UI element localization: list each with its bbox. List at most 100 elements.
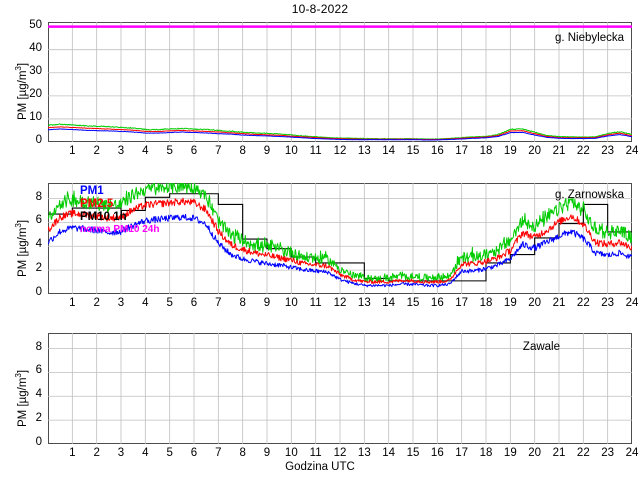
x-tick-label: 6: [190, 447, 198, 459]
x-tick-label: 18: [479, 447, 493, 459]
y-axis-label: PM [µg/m3]: [14, 219, 29, 277]
y-tick-label: 4: [35, 238, 42, 251]
x-tick-label: 17: [455, 297, 469, 309]
station-label-3: Zawale: [522, 341, 560, 353]
x-tick-label: 22: [576, 297, 590, 309]
panel-zawale: Zawale: [48, 333, 632, 444]
x-tick-label: 9: [263, 297, 271, 309]
panel-1-plot: [48, 22, 632, 142]
x-tick-label: 14: [382, 297, 396, 309]
x-tick-label: 4: [142, 145, 149, 157]
y-tick-label: 20: [29, 87, 42, 100]
x-tick-label: 17: [455, 447, 469, 459]
y-tick-label: 6: [35, 364, 42, 377]
x-tick-label: 21: [552, 447, 566, 459]
y-tick-label: 2: [35, 262, 42, 275]
x-tick-label: 24: [625, 145, 639, 157]
x-tick-label: 13: [357, 145, 371, 157]
x-tick-label: 4: [142, 297, 149, 309]
x-tick-label: 22: [576, 145, 590, 157]
y-tick-label: 50: [29, 18, 42, 31]
y-tick-label: 2: [35, 412, 42, 425]
x-tick-label: 23: [601, 297, 615, 309]
x-tick-label: 10: [284, 447, 298, 459]
x-tick-label: 3: [117, 297, 125, 309]
x-tick-label: 10: [284, 145, 298, 157]
x-tick-label: 1: [69, 297, 76, 309]
x-tick-label: 10: [284, 297, 298, 309]
x-tick-label: 22: [576, 447, 590, 459]
y-axis-label: PM [µg/m3]: [14, 62, 29, 120]
x-tick-label: 18: [479, 297, 493, 309]
x-tick-label: 7: [215, 145, 222, 157]
x-tick-label: 9: [263, 447, 271, 459]
x-tick-label: 1: [69, 447, 76, 459]
x-tick-label: 19: [503, 297, 517, 309]
x-tick-label: 13: [357, 297, 371, 309]
x-tick-label: 14: [382, 447, 396, 459]
x-tick-label: 2: [93, 447, 100, 459]
x-tick-label: 20: [528, 145, 542, 157]
y-tick-label: 0: [35, 286, 42, 298]
legend-pm25: PM2.5: [80, 198, 114, 210]
x-tick-label: 3: [117, 447, 125, 459]
x-tick-label: 12: [333, 297, 347, 309]
x-tick-label: 13: [357, 447, 371, 459]
x-tick-label: 3: [117, 145, 125, 157]
panel-2-plot: [48, 183, 632, 294]
x-tick-label: 14: [382, 145, 396, 157]
x-tick-label: 8: [239, 297, 246, 309]
legend-pm1: PM1: [80, 185, 104, 197]
y-tick-label: 0: [35, 134, 42, 146]
x-tick-label: 16: [430, 145, 444, 157]
station-label-2: g. Zarnowska: [554, 189, 624, 201]
panel-3-plot: [48, 333, 632, 444]
x-tick-label: 20: [528, 297, 542, 309]
x-tick-label: 16: [430, 447, 444, 459]
station-label-1: g. Niebylecka: [554, 32, 624, 44]
x-tick-label: 8: [239, 447, 246, 459]
x-tick-label: 20: [528, 447, 542, 459]
x-axis-label: Godzina UTC: [285, 461, 355, 473]
x-tick-label: 18: [479, 145, 493, 157]
x-tick-label: 11: [309, 447, 322, 459]
y-tick-label: 4: [35, 388, 42, 401]
x-tick-label: 2: [93, 145, 100, 157]
x-tick-label: 15: [406, 145, 420, 157]
x-tick-label: 23: [601, 145, 615, 157]
x-tick-label: 17: [455, 145, 469, 157]
y-axis-label: PM [µg/m3]: [14, 369, 29, 427]
x-tick-label: 1: [69, 145, 76, 157]
x-tick-label: 6: [190, 145, 198, 157]
x-tick-label: 24: [625, 447, 639, 459]
x-tick-label: 7: [215, 447, 222, 459]
x-tick-label: 11: [309, 145, 322, 157]
x-tick-label: 12: [333, 145, 347, 157]
x-tick-label: 4: [142, 447, 149, 459]
y-tick-label: 0: [35, 436, 42, 448]
y-tick-label: 30: [29, 64, 42, 77]
y-tick-label: 10: [29, 110, 42, 123]
x-tick-label: 16: [430, 297, 444, 309]
x-tick-label: 11: [309, 297, 322, 309]
x-tick-label: 12: [333, 447, 347, 459]
y-tick-label: 6: [35, 214, 42, 227]
x-tick-label: 7: [215, 297, 222, 309]
x-tick-label: 21: [552, 145, 566, 157]
page-title: 10-8-2022: [291, 2, 349, 16]
y-tick-label: 40: [29, 41, 42, 54]
panel-niebylecka: g. Niebylecka: [48, 22, 632, 142]
x-tick-label: 5: [166, 145, 173, 157]
x-tick-label: 2: [93, 297, 100, 309]
x-tick-label: 15: [406, 447, 420, 459]
panel-zarnowska: g. Zarnowska PM1 PM2.5 PM10 1h norma PM1…: [48, 183, 632, 294]
legend-pm10-1h: PM10 1h: [80, 211, 127, 223]
x-tick-label: 15: [406, 297, 420, 309]
legend-norma-pm10-24h: norma PM10 24h: [80, 224, 160, 235]
x-tick-label: 19: [503, 145, 517, 157]
y-tick-label: 8: [35, 340, 42, 353]
x-tick-label: 21: [552, 297, 566, 309]
x-tick-label: 19: [503, 447, 517, 459]
x-tick-label: 9: [263, 145, 271, 157]
